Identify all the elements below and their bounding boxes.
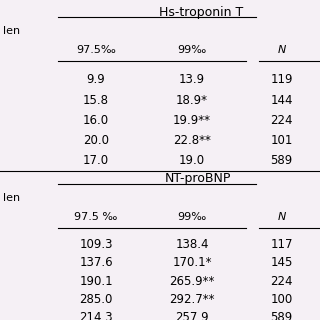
Text: 18.9*: 18.9* (176, 93, 208, 107)
Text: 144: 144 (270, 93, 293, 107)
Text: 22.8**: 22.8** (173, 134, 211, 147)
Text: 15.8: 15.8 (83, 93, 109, 107)
Text: 99‰: 99‰ (177, 45, 207, 55)
Text: 97.5 ‰: 97.5 ‰ (74, 212, 118, 222)
Text: 589: 589 (270, 154, 293, 167)
Text: 13.9: 13.9 (179, 73, 205, 86)
Text: 170.1*: 170.1* (172, 256, 212, 269)
Text: 99‰: 99‰ (177, 212, 207, 222)
Text: 137.6: 137.6 (79, 256, 113, 269)
Text: N: N (277, 212, 286, 222)
Text: NT-proBNP: NT-proBNP (165, 172, 232, 186)
Text: 190.1: 190.1 (79, 275, 113, 288)
Text: 97.5‰: 97.5‰ (76, 45, 116, 55)
Text: 265.9**: 265.9** (169, 275, 215, 288)
Text: 100: 100 (270, 293, 293, 306)
Text: 17.0: 17.0 (83, 154, 109, 167)
Text: 19.0: 19.0 (179, 154, 205, 167)
Text: len: len (3, 26, 20, 36)
Text: 224: 224 (270, 114, 293, 127)
Text: 257.9: 257.9 (175, 311, 209, 320)
Text: len: len (3, 193, 20, 203)
Text: 19.9**: 19.9** (173, 114, 211, 127)
Text: 589: 589 (270, 311, 293, 320)
Text: 109.3: 109.3 (79, 238, 113, 251)
Text: 9.9: 9.9 (87, 73, 105, 86)
Text: 117: 117 (270, 238, 293, 251)
Text: 145: 145 (270, 256, 293, 269)
Text: N: N (277, 45, 286, 55)
Text: 224: 224 (270, 275, 293, 288)
Text: 119: 119 (270, 73, 293, 86)
Text: Hs-troponin T: Hs-troponin T (159, 6, 244, 19)
Text: 285.0: 285.0 (79, 293, 113, 306)
Text: 292.7**: 292.7** (169, 293, 215, 306)
Text: 20.0: 20.0 (83, 134, 109, 147)
Text: 138.4: 138.4 (175, 238, 209, 251)
Text: 16.0: 16.0 (83, 114, 109, 127)
Text: 214.3: 214.3 (79, 311, 113, 320)
Text: 101: 101 (270, 134, 293, 147)
